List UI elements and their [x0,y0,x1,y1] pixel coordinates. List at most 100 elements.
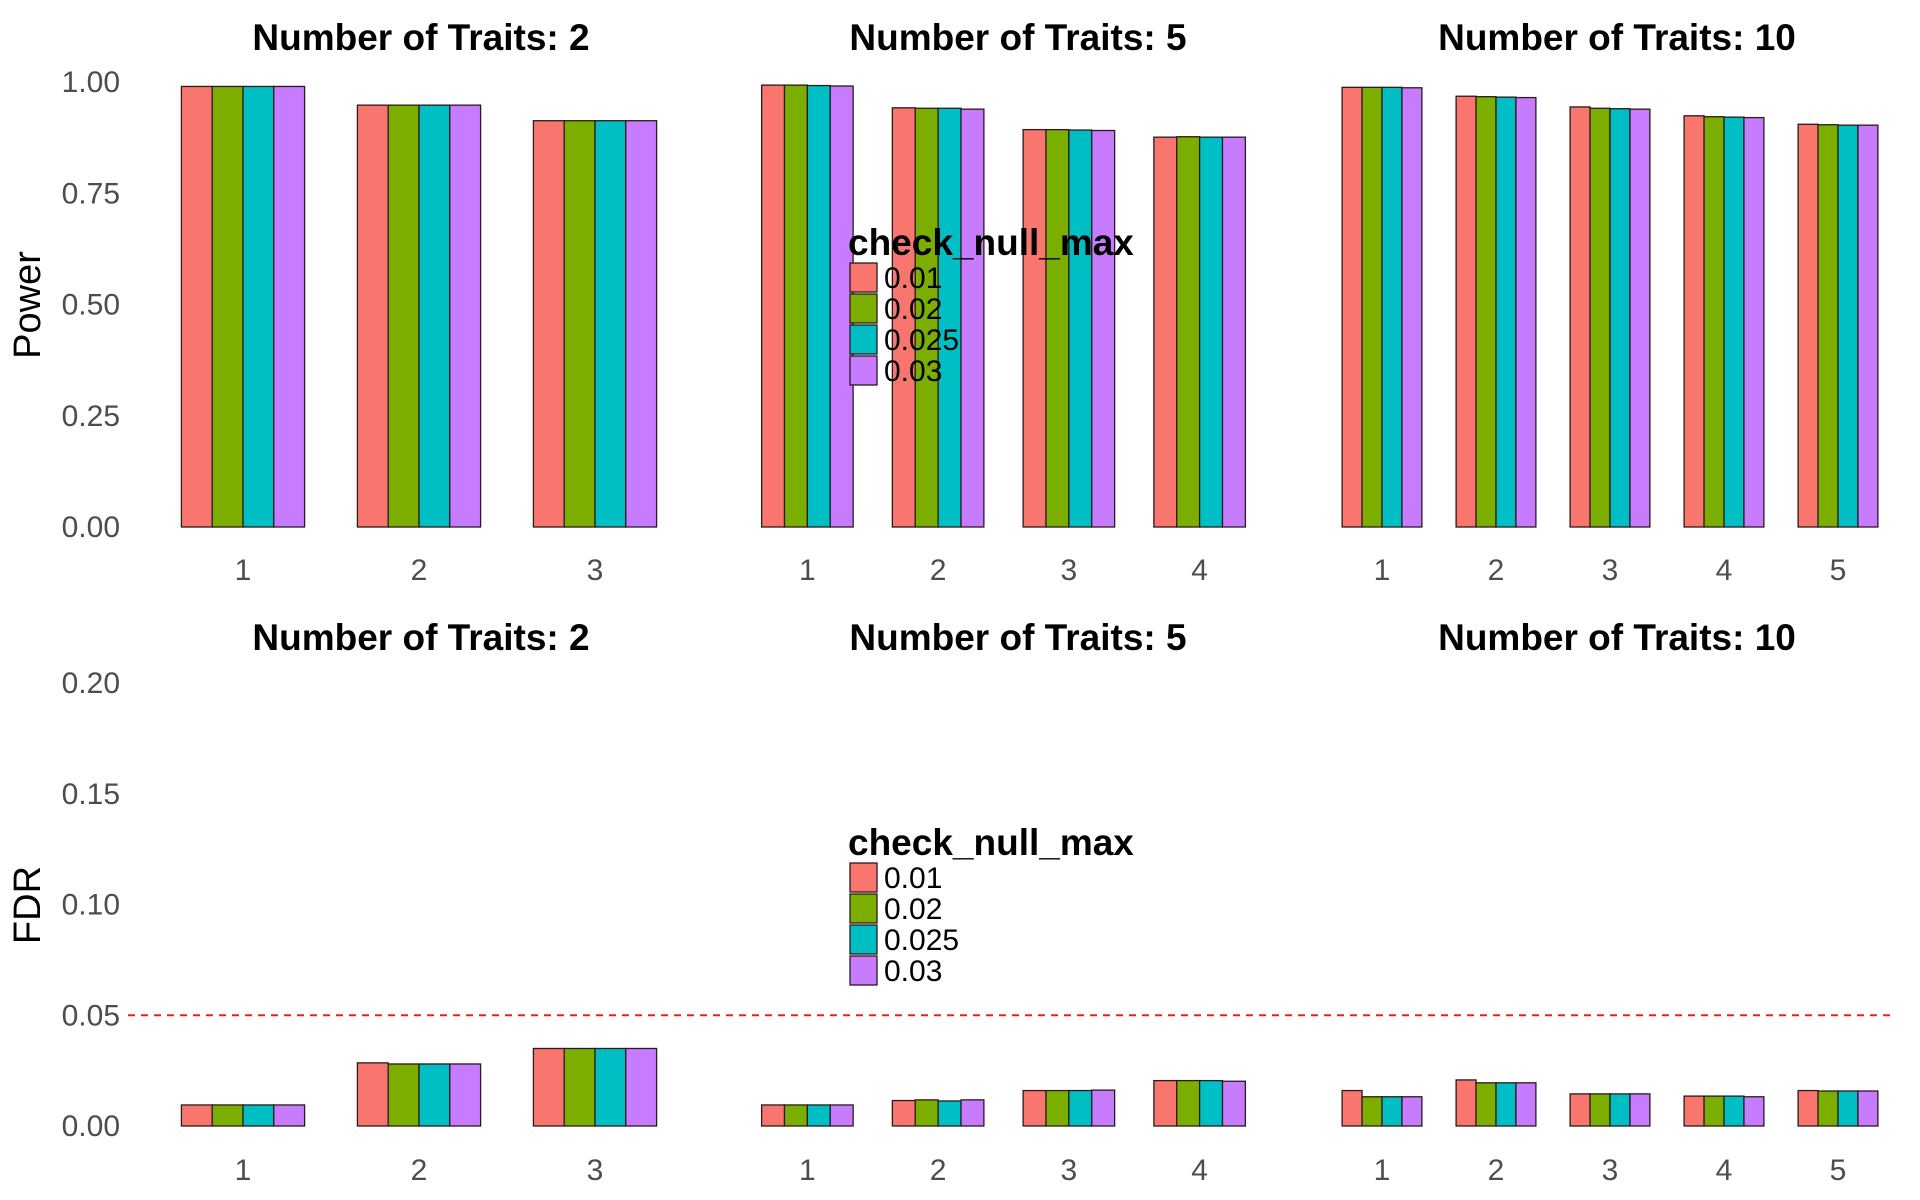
legend-label: 0.03 [884,955,942,988]
legend-label: 0.025 [884,324,959,357]
panel-3: Number of Traits: 10 1 2 3 4 5 [1341,17,1879,587]
bar [1153,136,1178,528]
bar [1515,1082,1537,1127]
bar [1609,1093,1631,1127]
bar [1361,86,1383,528]
bar [1381,1096,1403,1127]
bar [1837,124,1859,528]
bar [1495,96,1517,528]
bar [211,1104,244,1127]
x-tick-label: 3 [587,554,604,587]
bar [563,120,596,528]
legend-key [849,262,878,293]
legend-key [849,293,878,324]
panel-title: Number of Traits: 2 [252,617,589,658]
panel-1: Number of Traits: 2 1 2 3 [180,617,658,1187]
bar [960,1099,985,1127]
bar [1743,116,1765,528]
bar [532,1047,565,1127]
bar [1198,1079,1224,1127]
bar [1022,128,1047,528]
bar [449,104,482,528]
bar [1045,128,1070,528]
bar [1817,124,1839,528]
x-tick-label: 2 [1488,1154,1505,1187]
x-tick-label: 3 [587,1154,604,1187]
bar [1176,136,1201,528]
panel-3: Number of Traits: 10 1 2 3 4 5 [1341,617,1879,1187]
x-tick-label: 5 [1830,1154,1847,1187]
bar [1176,1079,1201,1127]
legend-label: 0.01 [884,862,942,895]
bar [1221,136,1247,528]
bar [1857,1090,1879,1127]
bar [1629,108,1651,528]
bar [180,1104,213,1127]
chart-row-fdr: 0.00 0.05 0.10 0.15 0.20 FDR Number of Traits:… [7,617,1895,1187]
x-tick-label: 1 [1374,554,1391,587]
bar [1857,124,1879,528]
bar [1837,1090,1859,1127]
bar [532,120,565,528]
x-tick-label: 2 [411,554,428,587]
bar [1723,1095,1745,1127]
y-tick-label: 0.20 [62,667,120,700]
bar [1091,1089,1116,1127]
bar [449,1063,482,1127]
legend-title: check_null_max [848,822,1134,863]
bar [960,108,985,528]
legend-key [849,893,878,924]
bar [806,1104,831,1127]
y-tick-label: 0.15 [62,778,120,811]
y-tick-label: 0.25 [62,400,120,433]
bar [1515,96,1537,528]
panel-title: Number of Traits: 10 [1438,617,1796,658]
bar [760,84,786,528]
y-tick-label: 1.00 [62,66,120,99]
x-tick-label: 1 [235,1154,252,1187]
y-tick-label: 0.75 [62,177,120,210]
bar [1589,1093,1611,1127]
bar [1569,106,1591,528]
bar [594,120,627,528]
x-tick-label: 2 [411,1154,428,1187]
bar [1589,107,1611,528]
legend-label: 0.02 [884,293,942,326]
x-tick-label: 1 [1374,1154,1391,1187]
bar [242,85,275,528]
bar [1723,116,1745,528]
panel-2: Number of Traits: 5 1 2 3 4 [760,17,1247,587]
bar [625,1047,658,1127]
bar [914,1099,939,1127]
x-tick-label: 4 [1191,554,1208,587]
bar [1068,1089,1093,1127]
bar [806,84,831,528]
legend-label: 0.025 [884,924,959,957]
bar [273,85,306,528]
bar [1341,1089,1363,1127]
bar [1221,1080,1247,1127]
y-axis-title: Power [7,251,49,359]
panel-title: Number of Traits: 5 [849,617,1186,658]
x-tick-label: 2 [1488,554,1505,587]
x-tick-label: 2 [930,554,947,587]
x-tick-label: 1 [799,1154,816,1187]
y-tick-label: 0.00 [62,511,120,544]
bar [1022,1089,1047,1127]
bar [1068,129,1093,528]
bar [1683,1095,1705,1127]
bar [1381,86,1403,528]
legend-key [849,355,878,386]
legend-label: 0.03 [884,355,942,388]
bar [1455,95,1477,528]
bar [1361,1096,1383,1127]
panel-2: Number of Traits: 5 1 2 3 4 [760,617,1247,1187]
bar [783,1104,809,1127]
bar [1475,1082,1497,1127]
bar [1743,1096,1765,1127]
y-axis-title: FDR [7,866,49,944]
bar [273,1104,306,1127]
bar [1341,86,1363,528]
